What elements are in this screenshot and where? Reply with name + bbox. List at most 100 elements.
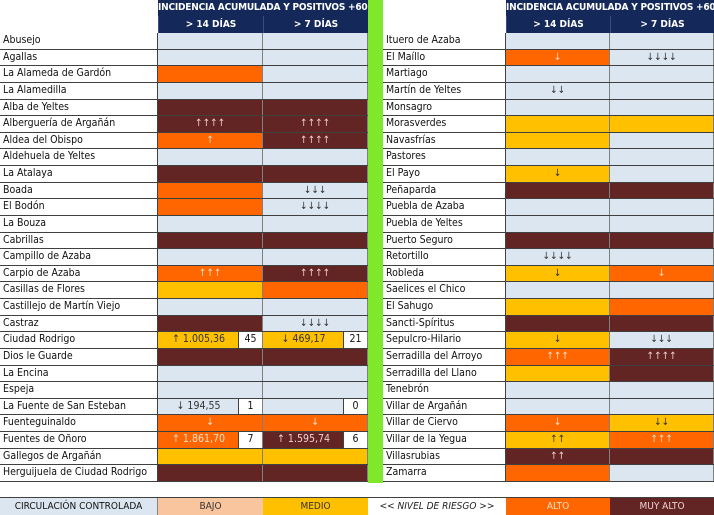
- cell-14-days: ↓: [506, 415, 610, 431]
- municipality-name: Aldea del Obispo: [0, 132, 158, 149]
- municipality-name: Ciudad Rodrigo: [0, 332, 158, 348]
- cell-14-days: ↑↑: [506, 448, 610, 465]
- cell-14-days: [506, 66, 610, 82]
- cell-7-days: [610, 398, 714, 415]
- cell-14-days: ↑↑↑: [506, 348, 610, 365]
- municipality-name: Sancti-Spíritus: [383, 315, 506, 332]
- municipality-name: La Atalaya: [0, 166, 158, 182]
- municipality-name: Herguijuela de Ciudad Rodrigo: [0, 465, 158, 481]
- cell-14-days: [158, 149, 263, 165]
- positive-count: 1: [238, 398, 262, 415]
- cell-7-days: [263, 82, 368, 99]
- cell-7-days: [610, 149, 714, 165]
- cell-14-days: [158, 33, 263, 49]
- table-row: Serradilla del Arroyo ↑↑↑ ↑↑↑↑: [383, 348, 714, 366]
- table-row: Zamarra: [383, 465, 714, 482]
- cell-7-days: [263, 348, 368, 365]
- incidence-value: ↑ 1.595,74: [277, 433, 330, 445]
- table-row: Villar de Ciervo ↓ ↓↓: [383, 415, 714, 432]
- table-row: Sancti-Spíritus: [383, 315, 714, 333]
- positive-count: 7: [238, 432, 262, 448]
- municipality-name: El Payo: [383, 166, 506, 182]
- cell-14-days: [158, 365, 263, 382]
- header-7-days-right: > 7 DÍAS: [610, 16, 714, 33]
- right-rows: Ituero de Azaba El Maíllo ↓ ↓↓↓↓ Martiago Mar…: [383, 33, 714, 482]
- municipality-name: Carpio de Azaba: [0, 265, 158, 282]
- municipality-name: Alberguería de Argañán: [0, 116, 158, 132]
- legend-controlada: CIRCULACIÓN CONTROLADA: [0, 498, 158, 515]
- risk-table: INCIDENCIA ACUMULADA Y POSITIVOS +60 AÑO…: [0, 0, 714, 483]
- cell-7-days: ↑↑↑↑: [610, 348, 714, 365]
- cell-14-days: [158, 66, 263, 82]
- cell-7-days: [610, 116, 714, 132]
- table-row: Villasrubias ↑↑: [383, 448, 714, 466]
- cell-14-days: [158, 99, 263, 116]
- positive-count: 6: [343, 432, 367, 448]
- cell-14-days: [158, 448, 263, 465]
- table-row: Puebla de Yeltes: [383, 215, 714, 233]
- cell-14-days: [506, 33, 610, 49]
- table-row: El Bodón ↓↓↓↓: [0, 199, 368, 216]
- cell-7-days: [263, 382, 368, 398]
- left-rows: Abusejo Agallas La Alameda de Gardón La Ala…: [0, 33, 368, 482]
- header-title-right: INCIDENCIA ACUMULADA Y POSITIVOS +60 AÑO…: [506, 0, 714, 16]
- table-row: Pastores: [383, 149, 714, 166]
- cell-14-days: [506, 315, 610, 332]
- cell-7-days: ↓↓↓↓: [610, 49, 714, 66]
- table-row: Monsagro: [383, 99, 714, 117]
- cell-7-days: [263, 49, 368, 66]
- cell-14-days: ↑ 1.005,36 45: [158, 332, 263, 348]
- cell-14-days: [158, 348, 263, 365]
- cell-14-days: [158, 182, 263, 199]
- cell-7-days: 0: [263, 398, 368, 415]
- cell-14-days: [158, 232, 263, 249]
- cell-14-days: [158, 249, 263, 265]
- cell-7-days: [610, 33, 714, 49]
- cell-7-days: [263, 465, 368, 481]
- municipality-name: Serradilla del Arroyo: [383, 348, 506, 365]
- legend-alto: ALTO: [506, 498, 610, 515]
- cell-7-days: [263, 215, 368, 232]
- table-row: La Alameda de Gardón: [0, 66, 368, 83]
- table-row: Puerto Seguro: [383, 232, 714, 250]
- table-row: Boada ↓↓↓: [0, 182, 368, 200]
- cell-14-days: [506, 182, 610, 199]
- table-row: Serradilla del Llano: [383, 365, 714, 383]
- cell-7-days: ↓↓↓↓: [263, 199, 368, 215]
- table-row: Espeja: [0, 382, 368, 399]
- cell-7-days: [263, 149, 368, 165]
- municipality-name: Alba de Yeltes: [0, 99, 158, 116]
- cell-7-days: [610, 232, 714, 249]
- municipality-name: Morasverdes: [383, 116, 506, 132]
- cell-7-days: [610, 465, 714, 481]
- cell-7-days: ↓↓↓↓: [263, 315, 368, 332]
- incidence-value: ↑ 1.005,36: [172, 333, 225, 346]
- legend-bajo: BAJO: [158, 498, 263, 515]
- municipality-name: Serradilla del Llano: [383, 365, 506, 382]
- cell-7-days: [610, 66, 714, 82]
- municipality-name: Puerto Seguro: [383, 232, 506, 249]
- cell-7-days: ↑↑↑↑: [263, 116, 368, 132]
- table-row: El Sahugo: [383, 299, 714, 316]
- cell-7-days: [610, 132, 714, 149]
- municipality-name: Sepulcro-Hilario: [383, 332, 506, 348]
- cell-7-days: [263, 66, 368, 82]
- municipality-name: Campillo de Azaba: [0, 249, 158, 265]
- table-row: Peñaparda: [383, 182, 714, 200]
- cell-7-days: [610, 249, 714, 265]
- table-row: Alberguería de Argañán ↑↑↑↑ ↑↑↑↑: [0, 116, 368, 133]
- municipality-name: Pastores: [383, 149, 506, 165]
- table-row: Tenebrón: [383, 382, 714, 399]
- municipality-name: La Bouza: [0, 215, 158, 232]
- cell-14-days: ↓: [506, 166, 610, 182]
- cell-7-days: [610, 382, 714, 398]
- table-row: Navasfrías: [383, 132, 714, 150]
- municipality-name: Castillejo de Martín Viejo: [0, 299, 158, 315]
- table-row: Abusejo: [0, 33, 368, 50]
- cell-14-days: [158, 199, 263, 215]
- table-row: Robleda ↓ ↓: [383, 265, 714, 283]
- cell-14-days: [158, 465, 263, 481]
- cell-14-days: [506, 99, 610, 116]
- table-row: Aldea del Obispo ↑ ↑↑↑↑: [0, 132, 368, 150]
- municipality-name: Navasfrías: [383, 132, 506, 149]
